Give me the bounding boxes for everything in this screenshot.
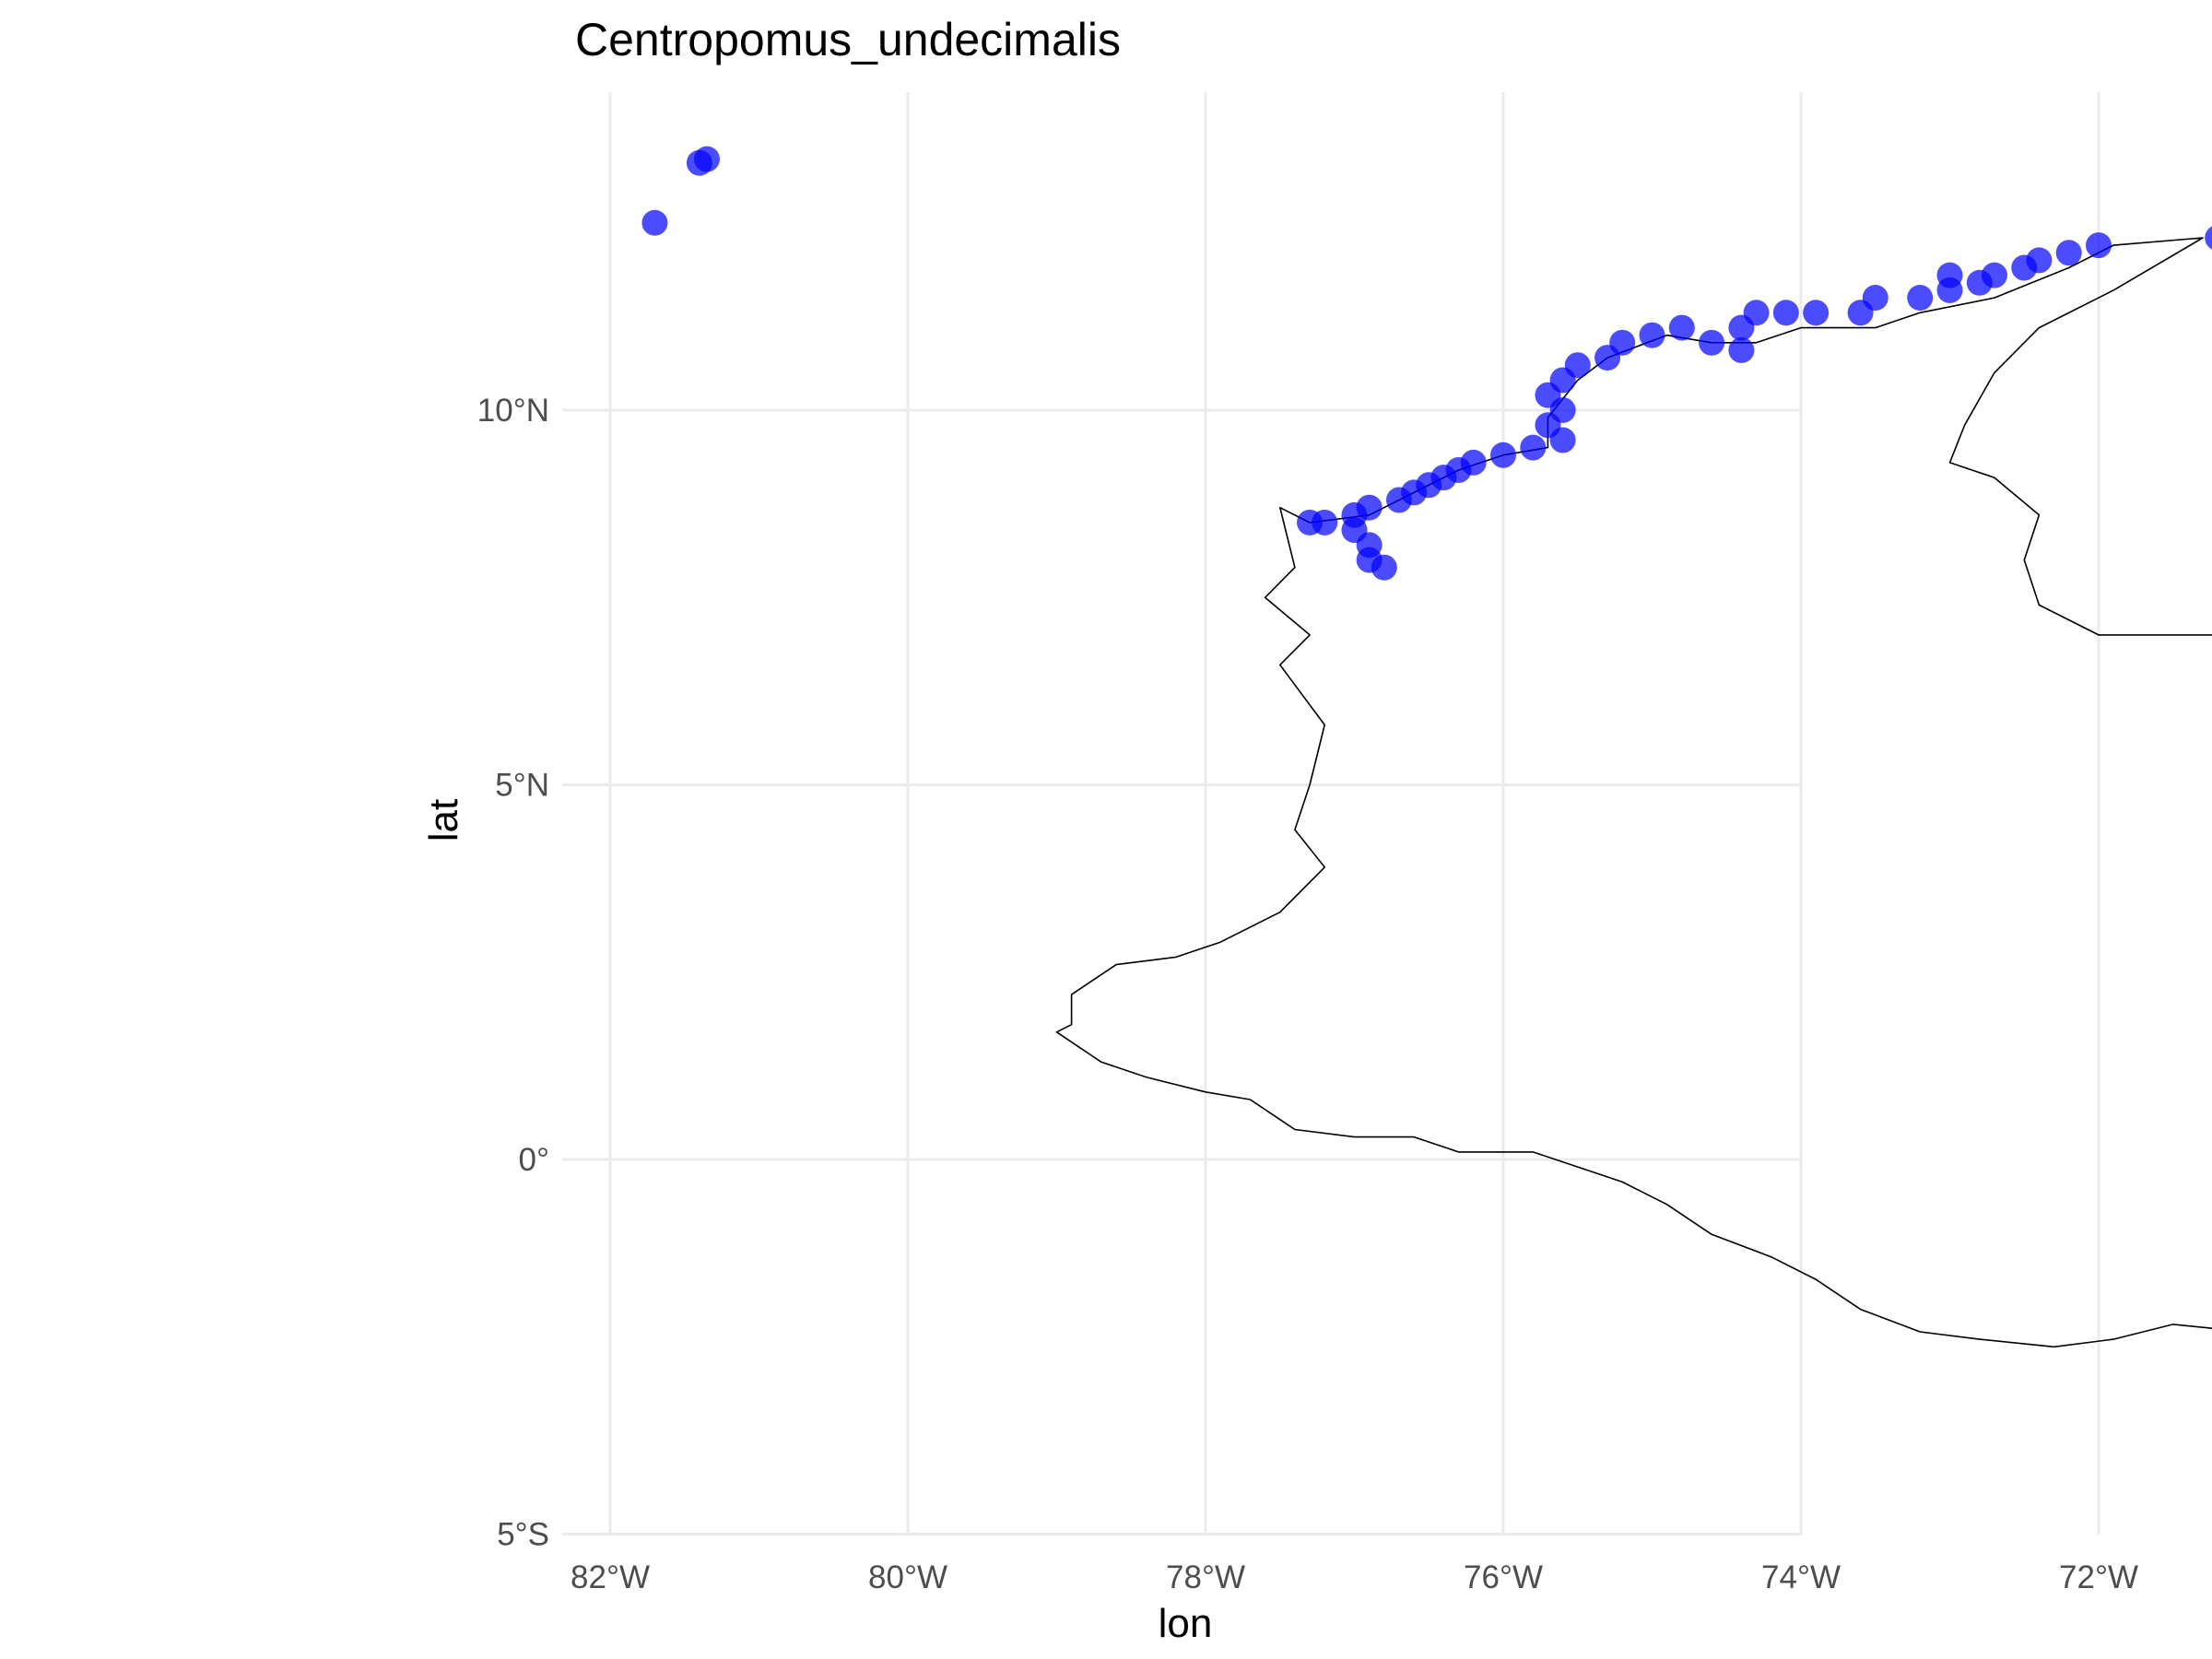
occurrence-point — [2205, 226, 2212, 250]
x-axis-title: lon — [1159, 1601, 1213, 1646]
grid-lines — [562, 92, 2100, 1535]
y-tick-label: 0° — [519, 1142, 549, 1178]
x-tick-label: 78°W — [1166, 1559, 1245, 1595]
plot-title: Centropomus_undecimalis — [575, 14, 1121, 65]
occurrence-point — [1936, 262, 1963, 288]
occurrence-point — [1549, 427, 1576, 453]
y-axis-title: lat — [421, 799, 466, 841]
occurrence-point — [1668, 314, 1695, 341]
y-tick-label: 10°N — [477, 393, 549, 429]
occurrence-point — [2055, 240, 2082, 266]
occurrence-point — [693, 146, 720, 172]
occurrence-point — [1520, 434, 1547, 461]
y-tick-label: 5°N — [495, 768, 549, 804]
occurrence-point — [1699, 329, 1725, 356]
x-tick-label: 74°W — [1761, 1559, 1841, 1595]
x-tick-label: 80°W — [868, 1559, 947, 1595]
x-tick-label: 76°W — [1464, 1559, 1543, 1595]
occurrence-point — [1772, 300, 1799, 326]
y-axis-ticks: 5°S 0° 5°N 10°N — [477, 393, 549, 1553]
occurrence-point — [1594, 345, 1621, 371]
occurrence-point — [1966, 269, 1993, 296]
occurrence-point — [1728, 314, 1755, 341]
occurrence-point — [1371, 554, 1397, 581]
country-outline — [1055, 237, 2212, 1348]
occurrence-point — [1847, 300, 1874, 326]
occurrence-point — [1907, 285, 1934, 312]
occurrence-point — [1639, 322, 1665, 348]
occurrence-point — [1385, 487, 1412, 513]
occurrence-point — [1728, 336, 1755, 363]
x-axis-ticks: 82°W80°W78°W76°W74°W72°W70°W68°W — [571, 1559, 2138, 1595]
occurrence-point — [1297, 509, 1324, 535]
occurrence-points — [641, 146, 2212, 581]
occurrence-point — [1490, 441, 1516, 468]
y-tick-label: 5°S — [497, 1517, 549, 1553]
occurrence-point — [2011, 254, 2038, 281]
x-tick-label: 82°W — [571, 1559, 650, 1595]
x-tick-label: 72°W — [2059, 1559, 2138, 1595]
occurrence-point — [1803, 300, 1830, 326]
occurrence-point — [641, 209, 668, 236]
occurrence-point — [2086, 232, 2112, 259]
